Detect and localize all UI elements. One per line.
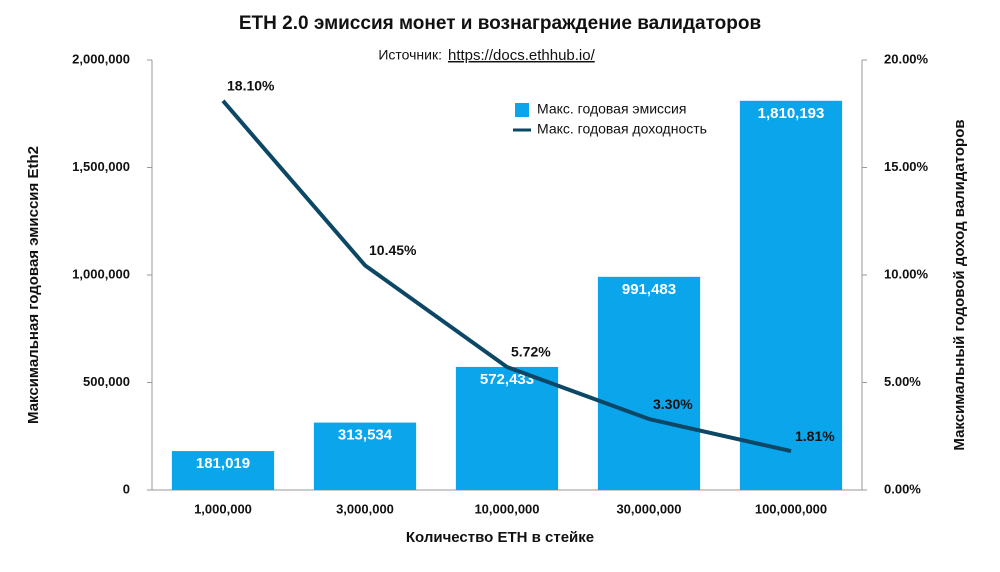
bar	[171, 451, 275, 490]
x-tick-label: 30,000,000	[616, 501, 681, 516]
bar	[455, 366, 559, 490]
line-value-label: 5.72%	[511, 344, 551, 360]
bar-value-label: 1,810,193	[758, 105, 825, 122]
y-tick-label: 0	[123, 481, 130, 496]
x-axis-label: Количество ETH в стейке	[406, 529, 594, 546]
y2-axis-label: Максимальный годовой доход валидаторов	[951, 119, 968, 450]
y2-tick-label: 15.00%	[884, 159, 929, 174]
y-tick-label: 500,000	[83, 374, 130, 389]
bar-value-label: 572,433	[480, 371, 534, 388]
line-value-label: 3.30%	[653, 396, 693, 412]
bar-value-label: 181,019	[196, 455, 250, 472]
y-tick-label: 1,500,000	[72, 159, 130, 174]
y2-tick-label: 5.00%	[884, 374, 921, 389]
legend-swatch	[515, 103, 529, 117]
bar	[739, 100, 843, 490]
x-tick-label: 1,000,000	[194, 501, 252, 516]
bar-value-label: 991,483	[622, 281, 676, 298]
y-tick-label: 2,000,000	[72, 51, 130, 66]
legend-label: Макс. годовая доходность	[537, 121, 707, 137]
line-value-label: 1.81%	[795, 428, 835, 444]
y-axis-label: Максимальная годовая эмиссия Eth2	[25, 146, 42, 424]
bar-value-label: 313,534	[338, 427, 393, 444]
source-label: Источник:	[378, 47, 442, 63]
line-value-label: 10.45%	[369, 242, 417, 258]
x-tick-label: 100,000,000	[755, 501, 827, 516]
y2-tick-label: 0.00%	[884, 481, 921, 496]
y2-tick-label: 10.00%	[884, 266, 929, 281]
bar	[597, 276, 701, 490]
bar	[313, 422, 417, 490]
y-tick-label: 1,000,000	[72, 266, 130, 281]
legend-label: Макс. годовая эмиссия	[537, 101, 686, 117]
line	[221, 99, 792, 454]
line-value-label: 18.10%	[227, 78, 275, 94]
source-link[interactable]: https://docs.ethhub.io/	[448, 47, 596, 64]
chart-title: ETH 2.0 эмиссия монет и вознаграждение в…	[239, 13, 761, 34]
x-tick-label: 3,000,000	[336, 501, 394, 516]
x-tick-label: 10,000,000	[474, 501, 539, 516]
y2-tick-label: 20.00%	[884, 51, 929, 66]
